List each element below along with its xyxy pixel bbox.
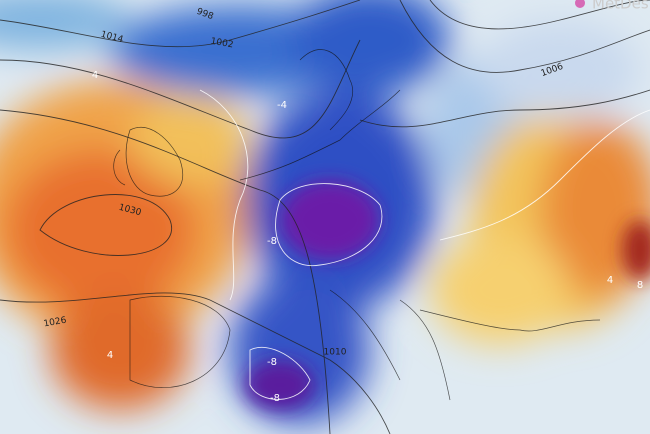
anomaly-label: 8	[637, 280, 643, 291]
cold-core	[245, 180, 650, 410]
isobar-label: 1002	[210, 37, 234, 51]
brand-name: MetDes	[592, 0, 649, 13]
anomaly-label: -8	[267, 236, 277, 247]
anomaly-label: -8	[267, 357, 277, 368]
anomaly-label: 4	[607, 275, 613, 286]
isobar-label: 1026	[43, 316, 68, 330]
anomaly-label: 4	[92, 70, 98, 81]
anomaly-labels: -8 -8 -8 8 4 4 -4 4	[92, 70, 643, 404]
anomaly-label: -4	[277, 100, 287, 111]
anomaly-label: -8	[270, 393, 280, 404]
anomaly-label: 4	[107, 350, 113, 361]
brand-logo	[575, 0, 585, 8]
anomaly-contours	[199, 89, 650, 400]
coastlines	[113, 49, 601, 401]
isobar-label: 1010	[324, 348, 347, 358]
